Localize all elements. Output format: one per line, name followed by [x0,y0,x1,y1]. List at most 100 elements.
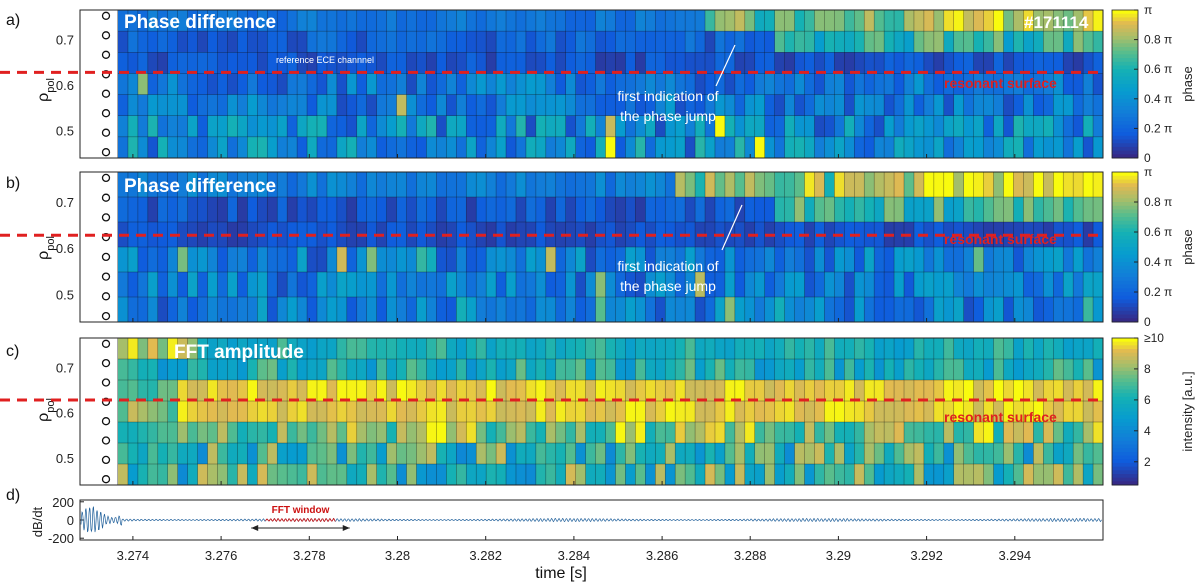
heatmap-cell [177,443,189,465]
heatmap-cell [993,443,1004,465]
heatmap-cell [884,197,895,223]
heatmap-cell [824,197,835,223]
heatmap-cell [645,247,656,273]
heatmap-cell [774,31,786,53]
heatmap-cell [705,115,716,138]
heatmap-cell [993,422,1004,444]
heatmap-cell [356,115,368,138]
heatmap-cell [814,401,825,423]
heatmap-cell [456,247,467,273]
heatmap-cell [933,338,945,360]
heatmap-cell [894,359,905,381]
heatmap-cell [406,443,417,465]
heatmap-cell [307,359,318,381]
heatmap-cell [535,31,547,53]
heatmap-cell [804,422,815,444]
heatmap-cell [187,380,198,402]
heatmap-cell [625,73,636,95]
heatmap-cell [973,136,985,159]
x-tick-label: 3.28 [385,548,410,563]
heatmap-cell [267,31,278,53]
heatmap-cell [287,338,298,360]
heatmap-cell [1063,401,1074,423]
heatmap-cell [157,52,169,74]
heatmap-cell [714,172,726,198]
heatmap-cell [1003,31,1014,53]
heatmap-cell [267,272,278,298]
heatmap-cell [127,172,139,198]
heatmap-cell [277,115,288,138]
heatmap-cell [894,73,905,95]
heatmap-cell [705,52,716,74]
heatmap-cell [1013,73,1024,95]
heatmap-cell [675,380,686,402]
heatmap-cell [874,197,885,223]
heatmap-cell [794,401,805,423]
heatmap-cell [913,422,925,444]
heatmap-cell [466,401,477,423]
panel-d-fft-window-signal [265,517,336,523]
heatmap-cell [257,10,268,32]
heatmap-cell [665,422,676,444]
heatmap-cell [396,422,407,444]
heatmap-cell [346,73,358,95]
heatmap-cell [535,464,547,486]
heatmap-cell [197,422,208,444]
heatmap-cell [685,422,696,444]
heatmap-cell [297,10,308,32]
heatmap-cell [207,52,218,74]
heatmap-cell [685,52,696,74]
heatmap-cell [1043,136,1054,159]
heatmap-cell [118,136,129,159]
heatmap-cell [774,443,786,465]
colorbar-swatch [1112,451,1138,457]
heatmap-cell [764,443,776,465]
heatmap-cell [804,222,815,248]
heatmap-cell [794,359,805,381]
heatmap-cell [804,443,815,465]
heatmap-cell [675,197,686,223]
colorbar-swatch [1112,198,1138,203]
panel-a-ylabel: ρpol [35,78,57,102]
heatmap-cell [227,401,238,423]
heatmap-cell [137,197,149,223]
heatmap-cell [406,52,417,74]
y-tick-label: 0.6 [56,78,74,93]
heatmap-cell [744,338,756,360]
heatmap-cell [953,10,965,32]
heatmap-cell [277,464,288,486]
heatmap-cell [137,401,149,423]
heatmap-cell [525,380,537,402]
heatmap-cell [237,359,248,381]
heatmap-cell [366,338,378,360]
heatmap-cell [983,338,994,360]
heatmap-cell [1023,197,1034,223]
heatmap-cell [277,197,288,223]
heatmap-cell [506,52,517,74]
heatmap-cell [575,443,587,465]
heatmap-cell [1003,197,1014,223]
heatmap-cell [297,94,308,117]
colorbar-swatch [1112,250,1138,255]
heatmap-cell [406,297,417,323]
heatmap-cell [1023,380,1034,402]
heatmap-cell [426,464,437,486]
heatmap-cell [913,359,925,381]
heatmap-cell [625,464,636,486]
heatmap-cell [784,422,795,444]
heatmap-cell [724,115,736,138]
heatmap-cell [1053,73,1064,95]
heatmap-cell [227,197,238,223]
heatmap-cell [147,338,159,360]
heatmap-cell [356,443,368,465]
heatmap-cell [535,422,547,444]
heatmap-cell [804,272,815,298]
heatmap-cell [1063,136,1074,159]
heatmap-cell [356,380,368,402]
heatmap-cell [744,401,756,423]
heatmap-cell [1033,464,1044,486]
heatmap-cell [426,443,437,465]
heatmap-cell [973,115,985,138]
y-tick-label: 0.5 [56,287,74,302]
heatmap-cell [585,297,596,323]
